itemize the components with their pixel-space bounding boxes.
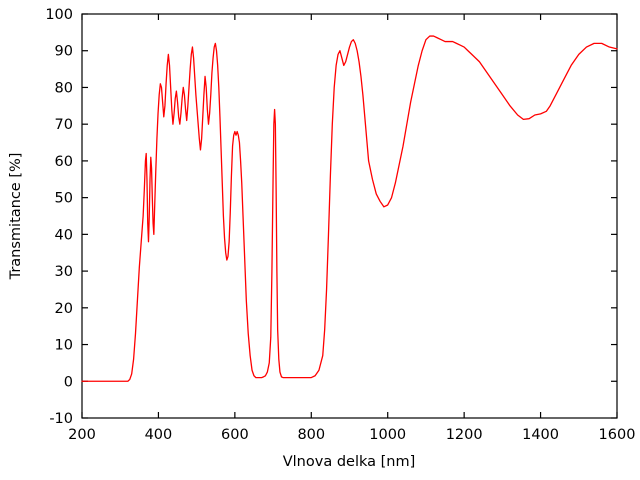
x-tick-label: 400 xyxy=(145,427,173,443)
x-axis-ticks: 200 400 600 800 1000 1200 1400 1600 xyxy=(68,14,635,443)
x-tick-label: 1200 xyxy=(446,427,483,443)
y-axis-label: Transmitance [%] xyxy=(8,153,24,281)
y-tick-label: 80 xyxy=(55,80,73,96)
y-tick-label: -10 xyxy=(49,411,73,427)
x-tick-label: 1000 xyxy=(369,427,406,443)
x-tick-label: 600 xyxy=(221,427,249,443)
y-tick-label: 90 xyxy=(55,44,73,60)
plot-border xyxy=(81,13,618,419)
y-tick-label: 60 xyxy=(55,154,73,170)
data-series-transmittance xyxy=(81,35,618,382)
x-tick-label: 800 xyxy=(297,427,325,443)
y-tick-label: 70 xyxy=(55,117,73,133)
y-tick-label: 100 xyxy=(45,7,73,23)
x-tick-label: 1600 xyxy=(599,427,636,443)
y-tick-label: 0 xyxy=(64,374,73,390)
x-tick-label: 1400 xyxy=(522,427,559,443)
y-tick-label: 10 xyxy=(55,338,73,354)
y-tick-label: 50 xyxy=(55,191,73,207)
y-tick-label: 30 xyxy=(55,264,73,280)
x-tick-label: 200 xyxy=(68,427,96,443)
y-tick-label: 20 xyxy=(55,301,73,317)
x-axis-label: Vlnova delka [nm] xyxy=(283,454,416,470)
y-axis-ticks: -10 0 10 20 30 40 50 60 70 80 90 100 xyxy=(45,7,617,427)
y-tick-label: 40 xyxy=(55,227,73,243)
